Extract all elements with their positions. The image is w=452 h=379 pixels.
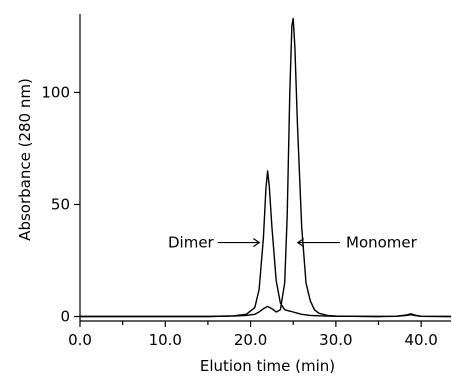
annotation-monomer: Monomer [346,234,418,252]
y-tick-label: 100 [41,83,70,101]
y-axis-title: Absorbance (280 nm) [16,78,34,241]
chart-axes: 0.0 10.0 20.0 30.0 40.0 0 50 100 [41,14,451,349]
y-tick-label: 50 [51,195,70,213]
y-tick-label: 0 [60,308,70,326]
x-tick-label: 0.0 [68,331,92,349]
x-axis-title: Elution time (min) [200,357,335,375]
x-tick-label: 30.0 [319,331,352,349]
annotation-monomer-arrowhead [296,238,305,248]
annotation-dimer: Dimer [168,234,215,252]
series-line-2 [80,17,452,318]
x-tick-label: 20.0 [234,331,267,349]
annotation-dimer-arrowhead [253,238,261,248]
chart-annotations: Dimer Monomer [168,234,418,252]
x-tick-label: 40.0 [404,331,437,349]
x-tick-label: 10.0 [149,331,182,349]
chart-traces [80,17,452,318]
